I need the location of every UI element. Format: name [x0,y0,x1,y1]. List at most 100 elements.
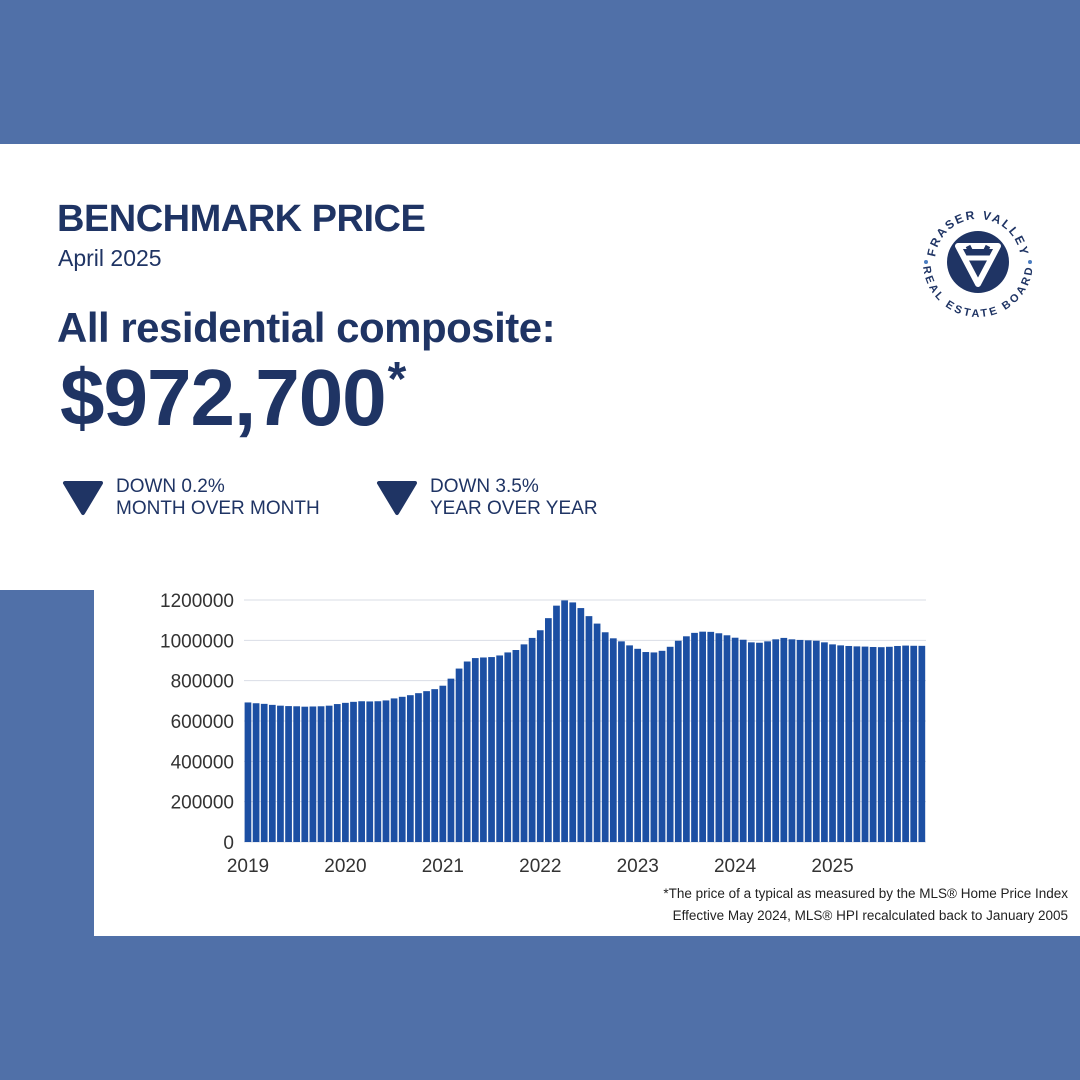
chart-bar [431,689,439,842]
chart-bar [447,678,455,842]
chart-bar [512,650,520,842]
y-tick-label: 200000 [171,793,234,814]
chart-bar [756,642,763,842]
chart-bar [244,702,252,842]
chart-bar [796,639,804,842]
x-tick-label: 2023 [617,856,659,877]
chart-bar [561,600,568,842]
chart-bar [894,645,901,842]
chart-y-axis: 0 200000 400000 600000 800000 1000000 1200000 [160,591,234,854]
chart-bar [480,657,487,842]
benchmark-price-chart: 020000040000060000080000010000001200000 … [160,591,926,877]
chart-bar [829,644,836,842]
chart-bar [593,623,601,842]
chart-bar [439,685,447,842]
chart-bar [780,637,788,842]
chart-bar [504,652,512,842]
chart-bar [853,646,861,842]
chart-bar [569,602,577,842]
chart-bar [666,646,674,842]
chart-bar [382,700,390,842]
chart-bar [398,696,406,842]
chart-bar [650,652,658,842]
chart-bar [252,703,260,842]
chart-bar [374,701,382,842]
x-tick-label: 2022 [519,856,561,877]
chart-bar [406,695,414,842]
chart-bar [861,646,869,842]
chart-bar [423,691,430,842]
page-title: BENCHMARK PRICE [57,198,426,240]
chart-bar [342,702,349,842]
chart-bar [634,648,642,842]
x-tick-label: 2019 [227,856,269,877]
chart-bar [642,652,650,842]
change-period: MONTH OVER MONTH [116,498,320,519]
period-subtitle: April 2025 [58,245,162,271]
chart-bar [520,644,528,842]
chart-bar [658,650,666,842]
down-triangle-icon [377,481,417,515]
chart-bar [626,645,633,843]
chart-bar [699,631,706,842]
chart-bar [350,701,357,842]
footnote-hpi-recalculation: Effective May 2024, MLS® HPI recalculate… [672,908,1068,923]
chart-bar [877,647,885,842]
chart-bar [309,706,317,842]
chart-bar [333,704,341,842]
x-tick-label: 2024 [714,856,757,877]
chart-bar [804,640,812,842]
chart-x-axis: 2019 2020 2021 2022 2023 2024 2025 [227,856,854,877]
chart-bar [674,640,682,842]
chart-bar [812,640,820,842]
composite-heading: All residential composite: [57,304,556,351]
chart-bar [918,645,926,842]
chart-bar [869,646,877,842]
chart-bar [488,657,495,842]
x-tick-label: 2021 [422,856,464,877]
chart-bar [723,635,731,842]
chart-bar [910,645,918,842]
chart-bar [585,616,593,842]
chart-bar [415,693,422,842]
chart-bar [618,641,625,842]
chart-bar [707,631,715,842]
chart-bar [536,630,544,842]
change-percent: DOWN 0.2% [116,476,225,497]
y-tick-label: 0 [223,833,234,854]
chart-bar [837,645,845,843]
chart-bar [739,639,747,842]
chart-bar [528,637,536,842]
chart-bar [747,642,755,842]
chart-bar [325,705,333,842]
chart-bar [845,645,853,842]
chart-bar [886,646,893,842]
x-tick-label: 2020 [324,856,366,877]
chart-bars [244,600,926,843]
chart-bar [683,636,690,842]
chart-bar [553,605,560,842]
chart-bar [788,639,796,842]
price-value: $972,700 [60,353,387,442]
chart-bar [463,661,471,842]
chart-bar [301,706,309,842]
down-triangle-icon [63,481,103,515]
chart-bar [471,658,479,842]
chart-bar [601,632,609,842]
chart-bar [260,703,268,842]
y-tick-label: 1200000 [160,591,234,612]
footnote-hpi-definition: *The price of a typical as measured by t… [663,886,1068,901]
price-footnote-marker: * [387,353,407,406]
chart-bar [577,608,585,842]
chart-bar [902,645,909,842]
left-accent-tab [0,590,94,936]
change-year-over-year: DOWN 3.5% YEAR OVER YEAR [376,476,598,520]
chart-bar [366,701,374,842]
benchmark-price: $972,700* [60,352,407,444]
chart-bar [455,668,463,842]
chart-bar [285,706,292,842]
fraser-valley-real-estate-board-logo: FRASER VALLEY REAL ESTATE BOARD [920,208,1035,321]
change-percent: DOWN 3.5% [430,476,539,497]
chart-bar [293,706,301,842]
chart-grid [244,599,926,843]
